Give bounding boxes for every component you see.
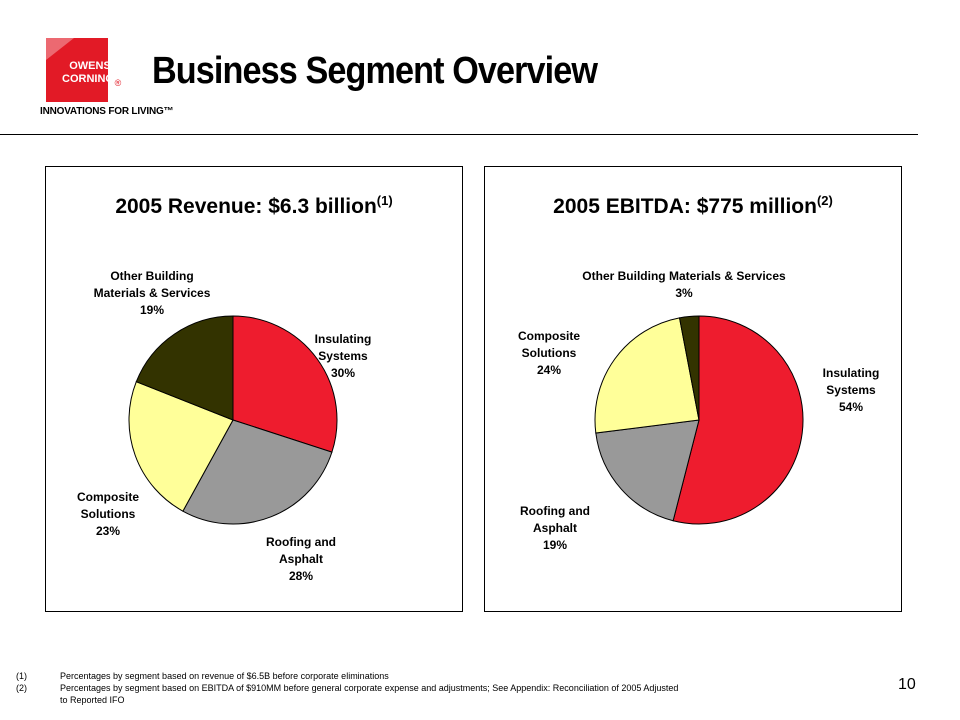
pie-1-slice-0-label-line-0: Insulating <box>822 366 880 380</box>
revenue-chart-panel: 2005 Revenue: $6.3 billion(1) Insulating… <box>45 166 463 612</box>
title-divider <box>0 134 918 135</box>
footnote-1-number: (1) <box>16 671 27 681</box>
pie-0-slice-3 <box>135 315 234 421</box>
pie-1-slice-3-label: Other Building Materials & Services 3% <box>582 268 785 302</box>
pie-1-slice-1-label-line-2: 19% <box>542 538 568 552</box>
revenue-pie <box>128 315 338 525</box>
ebitda-chart-title-text: 2005 EBITDA: $775 million <box>553 195 817 218</box>
revenue-chart-title-text: 2005 Revenue: $6.3 billion <box>115 195 377 218</box>
pie-0-slice-3-label-line-0: Other Building <box>110 269 194 283</box>
pie-0-slice-0-label-line-2: 30% <box>330 366 356 380</box>
pie-0-slice-2-label-line-0: Composite <box>76 490 140 504</box>
pie-0-slice-2 <box>128 381 234 512</box>
logo-mark: OWENS CORNING ® <box>46 38 122 102</box>
ebitda-chart-panel: 2005 EBITDA: $775 million(2) Insulating S… <box>484 166 902 612</box>
pie-0-slice-2-label: Composite Solutions 23% <box>77 489 139 540</box>
revenue-chart-title: 2005 Revenue: $6.3 billion(1) <box>46 193 462 219</box>
ebitda-chart-title-note: (2) <box>816 193 833 208</box>
pie-0-slice-1-label-line-0: Roofing and <box>266 535 336 549</box>
logo-line2: CORNING <box>62 73 114 85</box>
pie-1-slice-2-label: Composite Solutions 24% <box>518 328 580 379</box>
pie-1-slice-1-label: Roofing and Asphalt 19% <box>520 503 590 554</box>
pie-1-slice-1-label-line-1: Asphalt <box>532 521 578 535</box>
pie-1-slice-2-label-line-0: Composite <box>517 329 581 343</box>
pie-0-slice-2-label-line-2: 23% <box>95 524 121 538</box>
pie-1-slice-3 <box>678 315 700 421</box>
pie-0-slice-0-label: Insulating Systems 30% <box>315 331 372 382</box>
pie-0-slice-0 <box>232 315 338 453</box>
pie-0-slice-0-label-line-1: Systems <box>318 349 368 363</box>
pie-1-slice-0-label: Insulating Systems 54% <box>823 365 880 416</box>
pie-0-slice-1 <box>182 419 333 525</box>
ebitda-pie <box>594 315 804 525</box>
pie-1-slice-0-label-line-2: 54% <box>838 400 864 414</box>
pie-0-slice-3-label-line-1: Materials & Services <box>93 286 211 300</box>
page-number: 10 <box>898 676 916 693</box>
pie-1-slice-0-label-line-1: Systems <box>826 383 876 397</box>
pie-1-slice-2-label-line-2: 24% <box>536 363 562 377</box>
logo-tagline: INNOVATIONS FOR LIVING™ <box>40 106 174 117</box>
logo-registered: ® <box>115 78 122 88</box>
pie-1-slice-2 <box>594 317 700 434</box>
pie-1-slice-0 <box>672 315 804 525</box>
footnote-1: (1) Percentages by segment based on reve… <box>16 670 680 682</box>
pie-1-slice-1-label-line-0: Roofing and <box>520 504 590 518</box>
page-title: Business Segment Overview <box>152 50 598 92</box>
pie-0-slice-3-label: Other Building Materials & Services 19% <box>94 268 211 319</box>
logo-line1: OWENS <box>69 60 111 72</box>
owens-corning-logo: OWENS CORNING ® INNOVATIONS FOR LIVING™ <box>40 36 174 126</box>
footnote-1-text: Percentages by segment based on revenue … <box>60 671 389 681</box>
revenue-chart-title-note: (1) <box>376 193 393 208</box>
footnotes: (1) Percentages by segment based on reve… <box>16 670 680 706</box>
pie-1-slice-3-label-line-0: Other Building Materials & Services <box>582 269 786 283</box>
pie-0-slice-3-label-line-2: 19% <box>139 303 165 317</box>
pie-0-slice-1-label: Roofing and Asphalt 28% <box>266 534 336 585</box>
footnote-2-number: (2) <box>16 683 27 693</box>
ebitda-chart-title: 2005 EBITDA: $775 million(2) <box>485 193 901 219</box>
pie-0-slice-1-label-line-1: Asphalt <box>278 552 324 566</box>
footnote-2: (2) Percentages by segment based on EBIT… <box>16 682 680 706</box>
pie-0-slice-0-label-line-0: Insulating <box>314 332 372 346</box>
pie-0-slice-2-label-line-1: Solutions <box>80 507 136 521</box>
footnote-2-text: Percentages by segment based on EBITDA o… <box>60 683 679 705</box>
pie-1-slice-1 <box>595 419 700 522</box>
pie-1-slice-2-label-line-1: Solutions <box>521 346 577 360</box>
pie-0-slice-1-label-line-2: 28% <box>288 569 314 583</box>
pie-1-slice-3-label-line-1: 3% <box>675 286 693 300</box>
